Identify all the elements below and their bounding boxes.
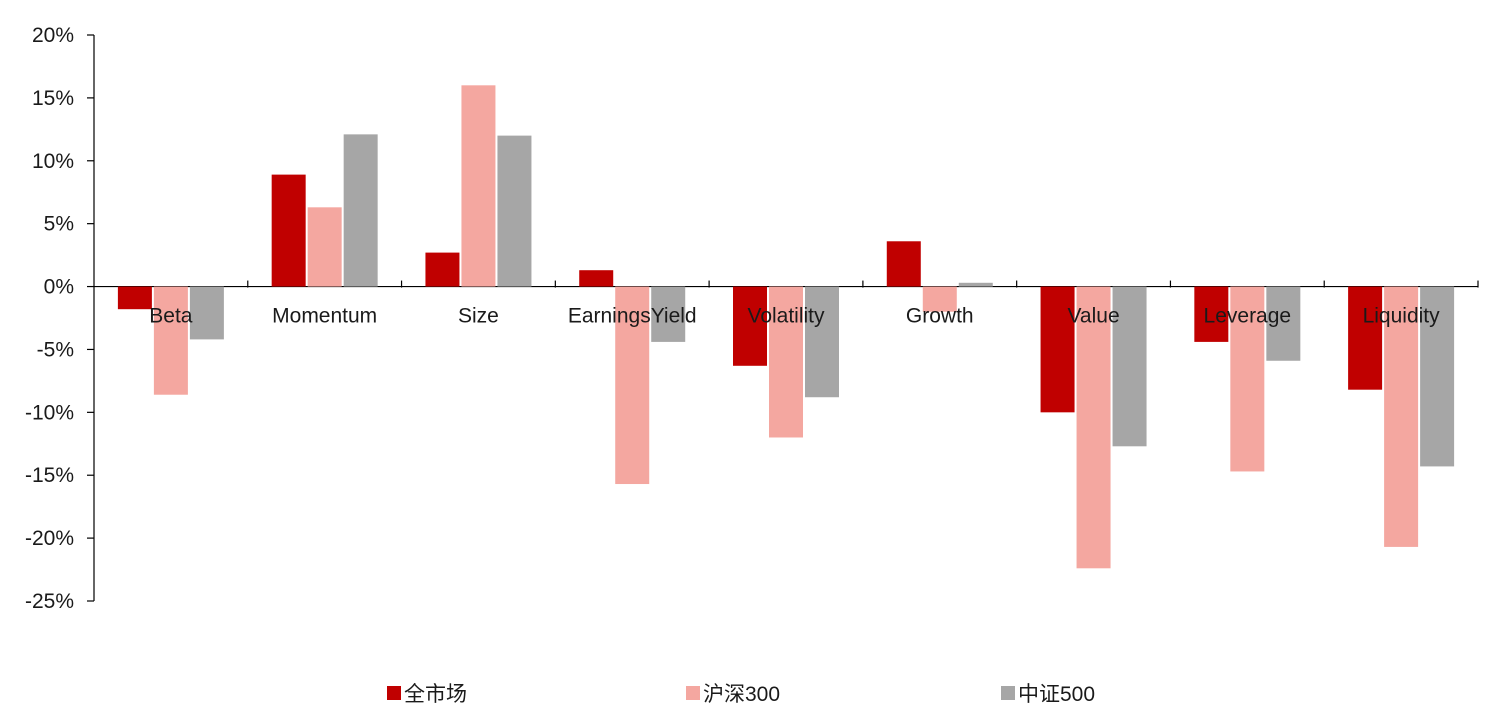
bar-growth-series-1 xyxy=(886,241,921,287)
bar-earningsyield-series-2 xyxy=(615,286,650,485)
y-tick-label: -15% xyxy=(25,464,74,487)
y-tick-label: -5% xyxy=(37,338,74,361)
y-tick-label: -20% xyxy=(25,527,74,550)
legend-swatch xyxy=(387,686,401,700)
y-tick-label: -25% xyxy=(25,590,74,613)
y-tick-label: -10% xyxy=(25,401,74,424)
y-tick-label: 10% xyxy=(32,150,74,173)
y-tick-label: 0% xyxy=(44,276,74,299)
y-tick-label: 20% xyxy=(32,24,74,47)
legend-swatch xyxy=(686,686,700,700)
bar-momentum-series-1 xyxy=(271,174,306,287)
category-label: Momentum xyxy=(272,305,377,328)
category-label: Leverage xyxy=(1204,305,1292,328)
bar-size-series-3 xyxy=(497,135,532,287)
category-label: Size xyxy=(458,305,499,328)
bar-liquidity-series-1 xyxy=(1348,286,1383,390)
bar-volatility-series-2 xyxy=(769,286,803,438)
bar-earningsyield-series-3 xyxy=(651,286,686,342)
bar-beta-series-1 xyxy=(117,286,152,310)
bar-growth-series-3 xyxy=(958,282,993,287)
bar-series-group xyxy=(117,85,1455,569)
bar-volatility-series-3 xyxy=(805,286,839,398)
bar-liquidity-series-3 xyxy=(1420,286,1455,467)
y-tick-label: 5% xyxy=(44,213,74,236)
category-labels: Beta Momentum Size EarningsYield Volatility G… xyxy=(149,305,1440,328)
bar-momentum-series-2 xyxy=(307,207,342,287)
bar-size-series-1 xyxy=(425,252,460,287)
x-axis-ticks xyxy=(247,280,1479,288)
legend-swatch xyxy=(1001,686,1015,700)
y-tick-label: 15% xyxy=(32,87,74,110)
bar-leverage-series-1 xyxy=(1194,286,1229,342)
legend: 全市场 沪深300 中证500 xyxy=(387,683,1095,706)
category-label: Volatility xyxy=(747,305,825,328)
legend-label: 沪深300 xyxy=(703,683,780,706)
bar-value-series-3 xyxy=(1112,286,1147,447)
bar-liquidity-series-2 xyxy=(1384,286,1419,547)
category-label: Growth xyxy=(906,305,974,328)
plot-area: 20% 15% 10% 5% 0% -5% -10% -15% -20% -25% Beta Mom… xyxy=(25,24,1479,613)
bar-leverage-series-2 xyxy=(1230,286,1265,472)
bar-momentum-series-3 xyxy=(343,134,378,287)
bar-earningsyield-series-1 xyxy=(579,270,614,287)
bar-leverage-series-3 xyxy=(1266,286,1301,361)
legend-label: 中证500 xyxy=(1018,683,1095,706)
bar-beta-series-2 xyxy=(153,286,188,395)
bar-volatility-series-1 xyxy=(733,286,767,366)
category-label: Beta xyxy=(149,305,193,328)
category-label: EarningsYield xyxy=(568,305,697,328)
bar-value-series-1 xyxy=(1040,286,1075,413)
bar-growth-series-2 xyxy=(922,286,957,312)
bar-size-series-2 xyxy=(461,85,496,287)
category-label: Value xyxy=(1067,305,1119,328)
legend-label: 全市场 xyxy=(404,683,467,706)
bar-value-series-2 xyxy=(1076,286,1111,569)
y-axis-ticks: 20% 15% 10% 5% 0% -5% -10% -15% -20% -25% xyxy=(25,24,94,613)
bar-beta-series-3 xyxy=(189,286,224,340)
category-label: Liquidity xyxy=(1363,305,1441,328)
